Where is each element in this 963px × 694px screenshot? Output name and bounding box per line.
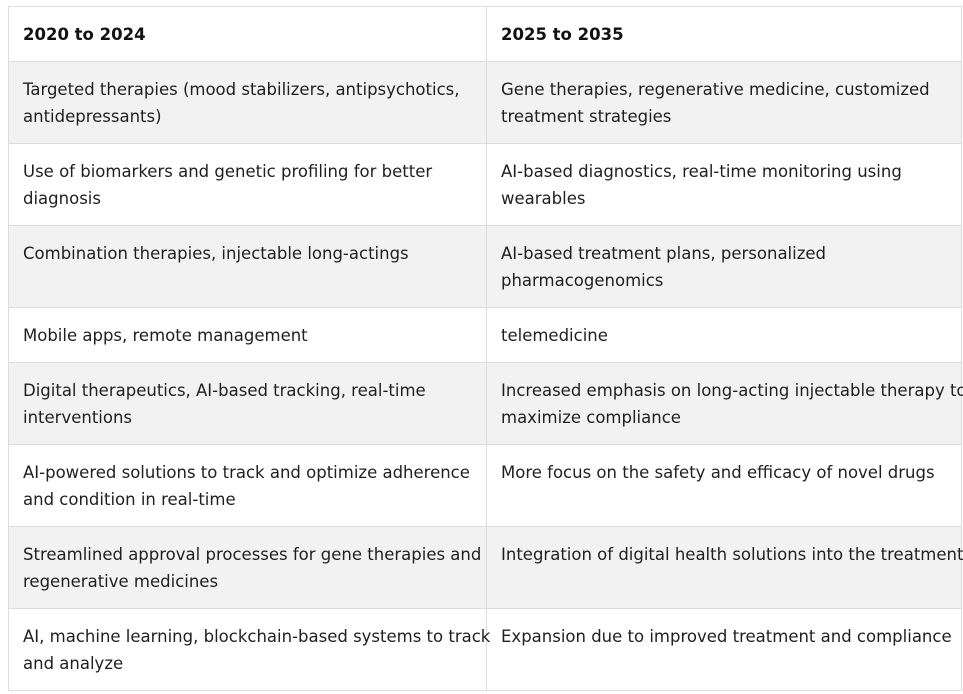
table-cell-period-1: AI, machine learning, blockchain-based s…	[8, 608, 490, 691]
table-cell-period-1: Streamlined approval processes for gene …	[8, 526, 487, 609]
table-cell-period-2: AI-based treatment plans, personalized ph…	[486, 225, 962, 308]
table-row: Streamlined approval processes for gene …	[8, 526, 963, 609]
table-cell-period-1: Targeted therapies (mood stabilizers, an…	[8, 61, 487, 144]
table-row: Digital therapeutics, AI-based tracking,…	[8, 362, 963, 445]
table-cell-period-1: Mobile apps, remote management	[8, 307, 487, 363]
table-cell-period-2: Integration of digital health solutions …	[486, 526, 963, 609]
table-cell-period-2: telemedicine	[486, 307, 962, 363]
header-2025-2035: 2025 to 2035	[486, 6, 962, 62]
table-row: AI-powered solutions to track and optimi…	[8, 444, 962, 527]
table-cell-period-2: Expansion due to improved treatment and …	[486, 608, 962, 691]
table-row: Use of biomarkers and genetic profiling …	[8, 143, 962, 226]
table-row: Combination therapies, injectable long-a…	[8, 225, 962, 308]
table-cell-period-2: AI-based diagnostics, real-time monitori…	[486, 143, 962, 226]
table-row: Targeted therapies (mood stabilizers, an…	[8, 61, 962, 144]
table-cell-period-1: Digital therapeutics, AI-based tracking,…	[8, 362, 487, 445]
table-cell-period-2: Increased emphasis on long-acting inject…	[486, 362, 963, 445]
header-2020-2024: 2020 to 2024	[8, 6, 487, 62]
table-cell-period-1: Combination therapies, injectable long-a…	[8, 225, 487, 308]
table-cell-period-1: AI-powered solutions to track and optimi…	[8, 444, 487, 527]
table-header-row: 2020 to 2024 2025 to 2035	[8, 6, 962, 62]
table-cell-period-2: More focus on the safety and efficacy of…	[486, 444, 962, 527]
table-cell-period-2: Gene therapies, regenerative medicine, c…	[486, 61, 962, 144]
table-row: Mobile apps, remote management telemedic…	[8, 307, 962, 363]
comparison-table: 2020 to 2024 2025 to 2035 Targeted thera…	[8, 6, 963, 691]
comparison-table-container: 2020 to 2024 2025 to 2035 Targeted thera…	[8, 6, 963, 691]
table-row: AI, machine learning, blockchain-based s…	[8, 608, 962, 691]
table-cell-period-1: Use of biomarkers and genetic profiling …	[8, 143, 487, 226]
